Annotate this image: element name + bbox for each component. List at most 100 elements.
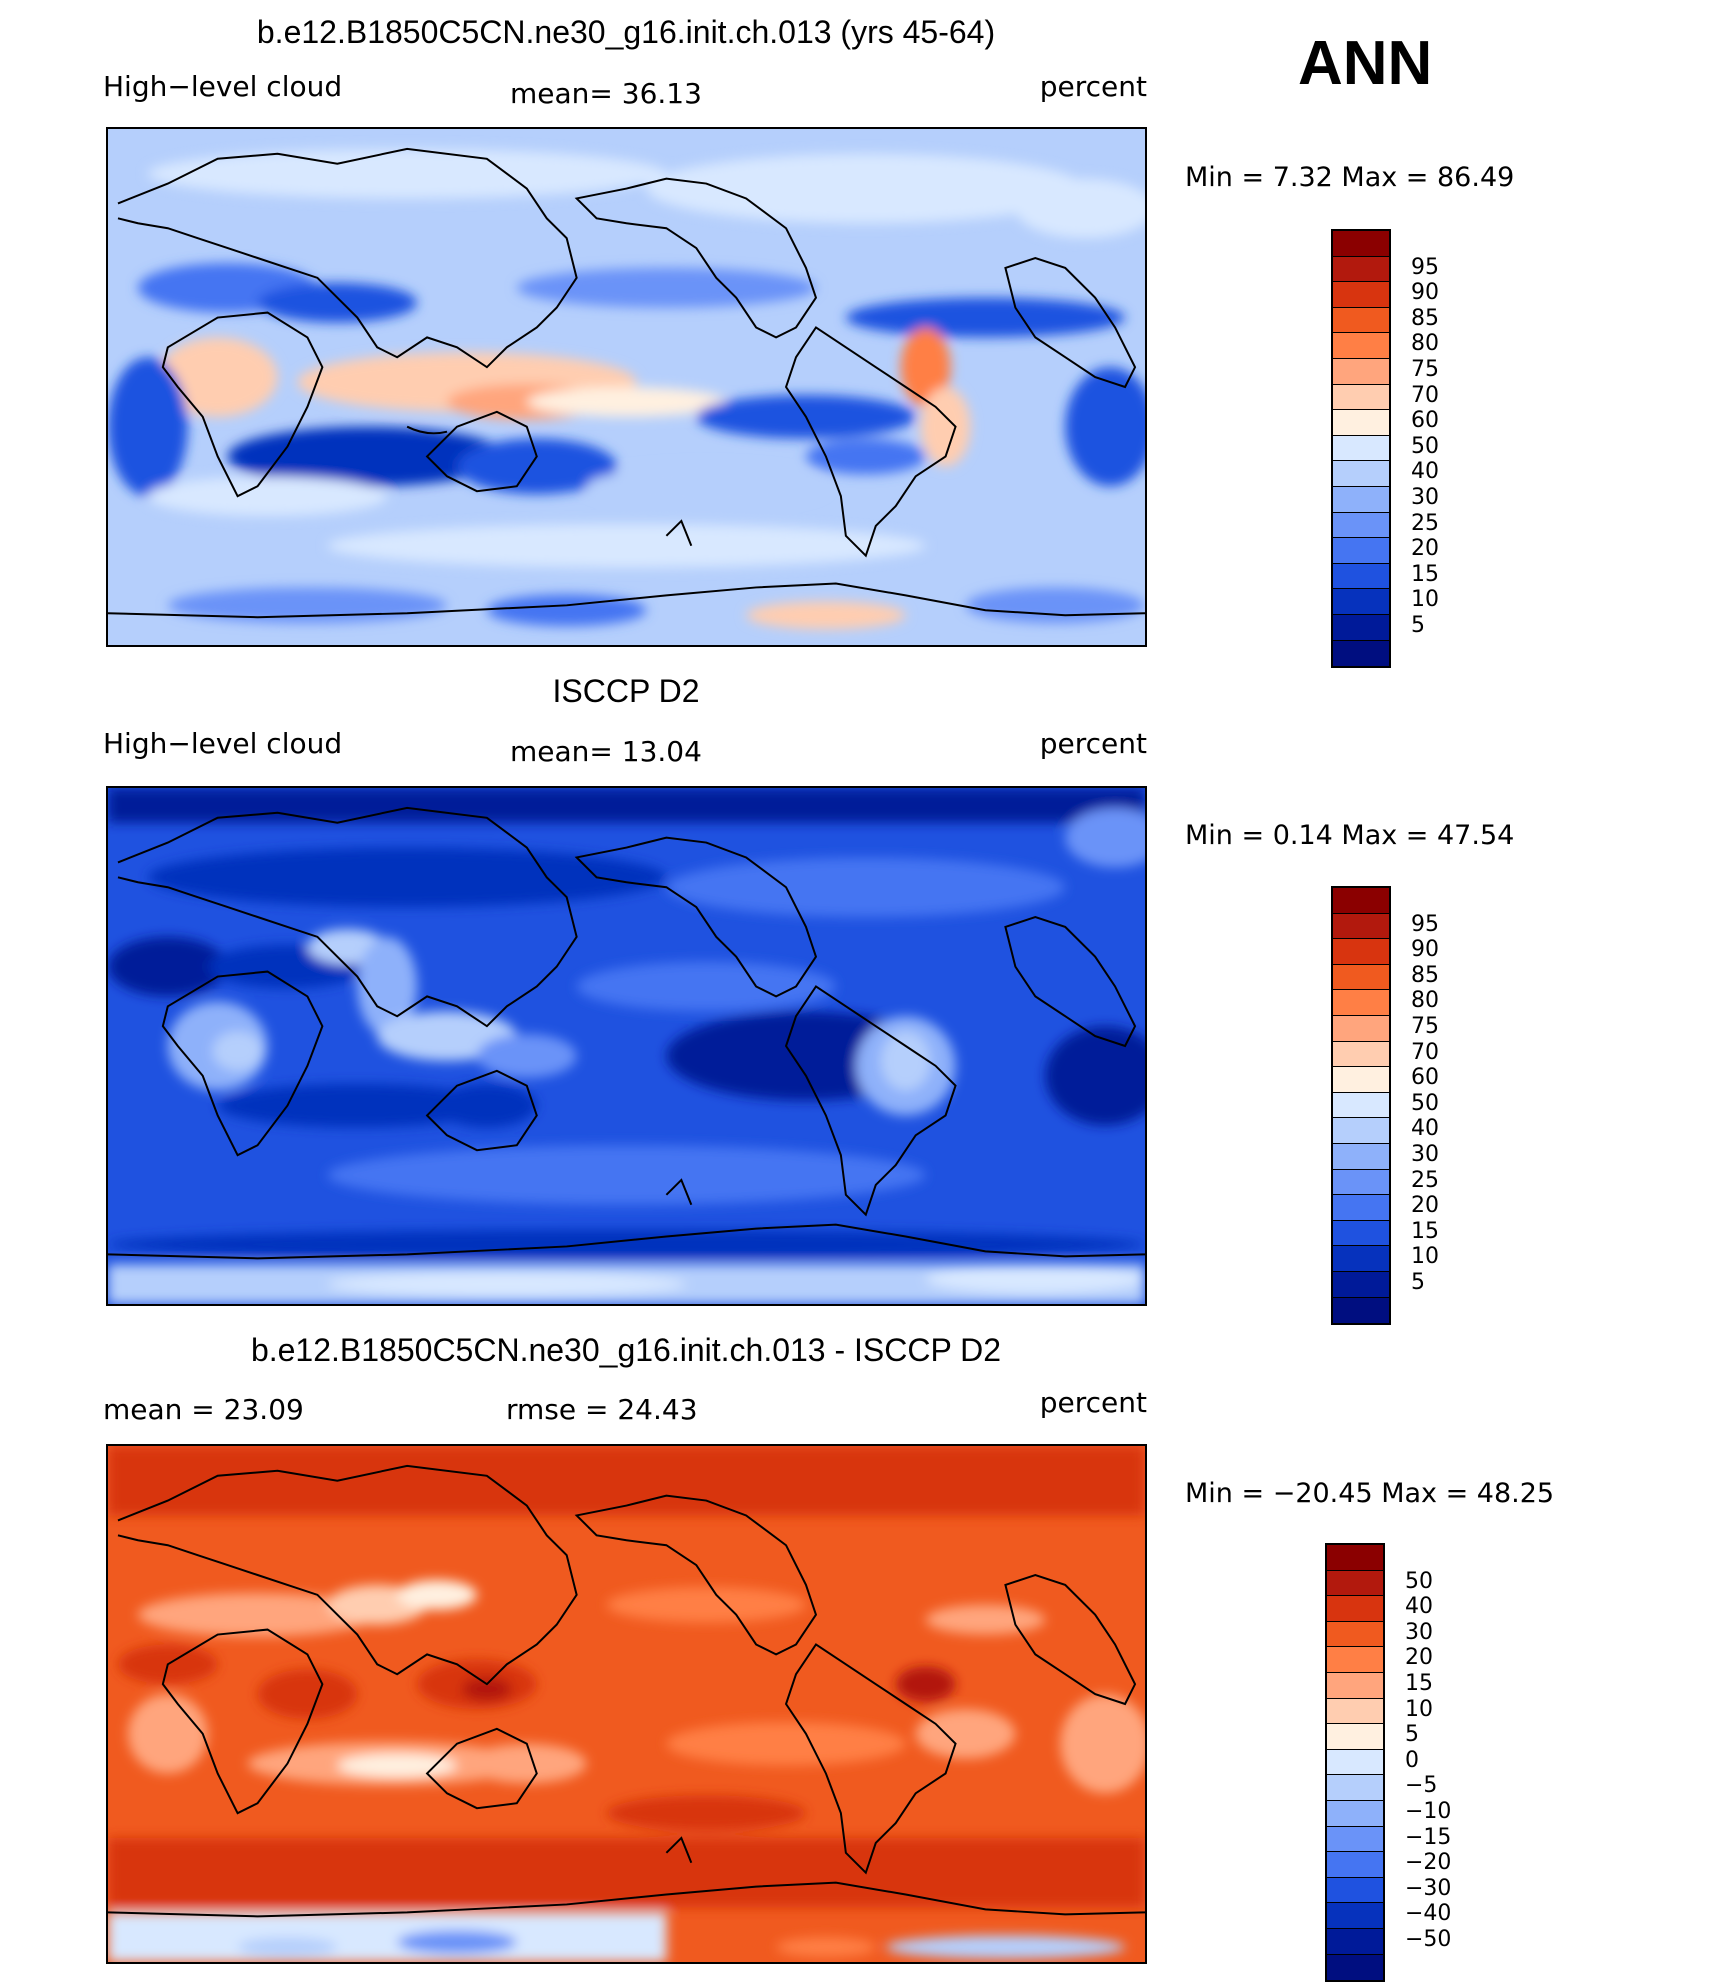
units-label: percent bbox=[1039, 727, 1147, 760]
colorbar-tick-label: −40 bbox=[1405, 1901, 1452, 1927]
panel-title: ISCCP D2 bbox=[552, 673, 700, 709]
colorbar-tick-label: 5 bbox=[1411, 613, 1425, 638]
minmax-label: Min = −20.45 Max = 48.25 bbox=[1185, 1478, 1555, 1509]
colorbar bbox=[1331, 886, 1391, 1326]
colorbar-box bbox=[1333, 333, 1389, 359]
colorbar-box bbox=[1333, 1118, 1389, 1144]
colorbar-box bbox=[1333, 614, 1389, 641]
colorbar-tick-label: 70 bbox=[1411, 382, 1439, 408]
colorbar-box bbox=[1327, 1903, 1383, 1929]
colorbar-box bbox=[1333, 1092, 1389, 1119]
colorbar-tick-label: 85 bbox=[1411, 305, 1439, 331]
colorbar-tick-label: 5 bbox=[1405, 1722, 1419, 1748]
colorbar bbox=[1331, 229, 1391, 669]
colorbar-tick-label: 75 bbox=[1411, 1014, 1439, 1039]
colorbar-box bbox=[1333, 1297, 1389, 1324]
colorbar-box bbox=[1333, 231, 1389, 257]
colorbar-tick-label: 10 bbox=[1405, 1696, 1433, 1722]
colorbar-box bbox=[1327, 1877, 1383, 1904]
colorbar-tick-label: 90 bbox=[1411, 280, 1439, 306]
map-model bbox=[106, 127, 1147, 647]
colorbar-tick-label: 15 bbox=[1411, 1218, 1439, 1244]
colorbar-box bbox=[1333, 640, 1389, 667]
units-label: percent bbox=[1039, 1386, 1147, 1419]
colorbar-box bbox=[1327, 1749, 1383, 1776]
colorbar-box bbox=[1327, 1672, 1383, 1699]
coastlines bbox=[108, 1464, 1145, 1918]
colorbar-tick-label: −15 bbox=[1405, 1824, 1452, 1850]
colorbar-box bbox=[1333, 1220, 1389, 1247]
colorbar-box bbox=[1333, 282, 1389, 308]
colorbar-box bbox=[1333, 1015, 1389, 1042]
map-diff-canvas bbox=[108, 1446, 1145, 1962]
mean-label: mean= 36.13 bbox=[510, 77, 702, 110]
map-model-canvas bbox=[108, 129, 1145, 645]
colorbar-box bbox=[1333, 1041, 1389, 1068]
colorbar-box bbox=[1333, 939, 1389, 965]
mean-label: mean= 13.04 bbox=[510, 735, 702, 768]
colorbar-tick-label: −20 bbox=[1405, 1850, 1452, 1876]
colorbar-box bbox=[1327, 1647, 1383, 1673]
colorbar bbox=[1325, 1543, 1385, 1982]
colorbar-box bbox=[1333, 256, 1389, 283]
colorbar-tick-label: 25 bbox=[1411, 1167, 1439, 1193]
colorbar-box bbox=[1327, 1928, 1383, 1955]
colorbar-tick-label: 75 bbox=[1411, 357, 1439, 382]
colorbar-box bbox=[1327, 1852, 1383, 1878]
colorbar-box bbox=[1333, 358, 1389, 385]
colorbar-box bbox=[1333, 964, 1389, 991]
colorbar-box bbox=[1333, 1271, 1389, 1298]
colorbar-box bbox=[1333, 384, 1389, 411]
variable-label: High−level cloud bbox=[103, 727, 343, 760]
colorbar-tick-label: 60 bbox=[1411, 408, 1439, 434]
colorbar-tick-label: 50 bbox=[1411, 433, 1439, 459]
map-diff bbox=[106, 1444, 1147, 1964]
colorbar-box bbox=[1327, 1698, 1383, 1725]
colorbar-tick-label: 20 bbox=[1411, 536, 1439, 562]
colorbar-tick-label: 20 bbox=[1411, 1193, 1439, 1219]
colorbar-box bbox=[1327, 1596, 1383, 1622]
panel-title: b.e12.B1850C5CN.ne30_g16.init.ch.013 (yr… bbox=[256, 14, 996, 50]
colorbar-box bbox=[1327, 1570, 1383, 1597]
colorbar-box bbox=[1333, 1169, 1389, 1196]
colorbar-box bbox=[1327, 1800, 1383, 1827]
season-label: ANN bbox=[1298, 29, 1433, 98]
colorbar-tick-label: 10 bbox=[1411, 1244, 1439, 1270]
rmse-label: rmse = 24.43 bbox=[506, 1393, 698, 1426]
minmax-label: Min = 0.14 Max = 47.54 bbox=[1185, 820, 1515, 851]
variable-label: High−level cloud bbox=[103, 70, 343, 103]
map-obs bbox=[106, 786, 1147, 1306]
colorbar-tick-label: 60 bbox=[1411, 1065, 1439, 1091]
colorbar-tick-label: 15 bbox=[1405, 1671, 1433, 1696]
colorbar-box bbox=[1333, 1143, 1389, 1170]
colorbar-box bbox=[1333, 589, 1389, 615]
units-label: percent bbox=[1039, 70, 1147, 103]
colorbar-box bbox=[1333, 512, 1389, 539]
colorbar-box bbox=[1333, 307, 1389, 334]
colorbar-tick-label: −50 bbox=[1405, 1927, 1452, 1952]
colorbar-box bbox=[1327, 1724, 1383, 1750]
colorbar-tick-label: 40 bbox=[1411, 1116, 1439, 1142]
colorbar-tick-label: 30 bbox=[1411, 485, 1439, 510]
coastlines bbox=[108, 806, 1145, 1260]
colorbar-tick-label: 0 bbox=[1405, 1747, 1419, 1773]
colorbar-tick-label: 80 bbox=[1411, 988, 1439, 1014]
colorbar-box bbox=[1327, 1775, 1383, 1801]
colorbar-tick-label: 85 bbox=[1411, 962, 1439, 988]
colorbar-tick-label: −10 bbox=[1405, 1799, 1452, 1824]
colorbar-box bbox=[1333, 435, 1389, 462]
colorbar-tick-label: 95 bbox=[1411, 911, 1439, 937]
colorbar-box bbox=[1333, 563, 1389, 590]
minmax-label: Min = 7.32 Max = 86.49 bbox=[1185, 162, 1515, 193]
colorbar-box bbox=[1333, 410, 1389, 436]
colorbar-tick-label: 30 bbox=[1411, 1142, 1439, 1167]
mean-label: mean = 23.09 bbox=[103, 1393, 304, 1426]
colorbar-tick-label: 90 bbox=[1411, 937, 1439, 963]
colorbar-tick-label: 80 bbox=[1411, 331, 1439, 357]
colorbar-box bbox=[1327, 1954, 1383, 1981]
colorbar-box bbox=[1333, 913, 1389, 940]
colorbar-tick-label: 50 bbox=[1405, 1568, 1433, 1594]
colorbar-tick-label: 50 bbox=[1411, 1090, 1439, 1116]
panel-title: b.e12.B1850C5CN.ne30_g16.init.ch.013 - I… bbox=[250, 1332, 1002, 1368]
colorbar-tick-label: 25 bbox=[1411, 510, 1439, 536]
